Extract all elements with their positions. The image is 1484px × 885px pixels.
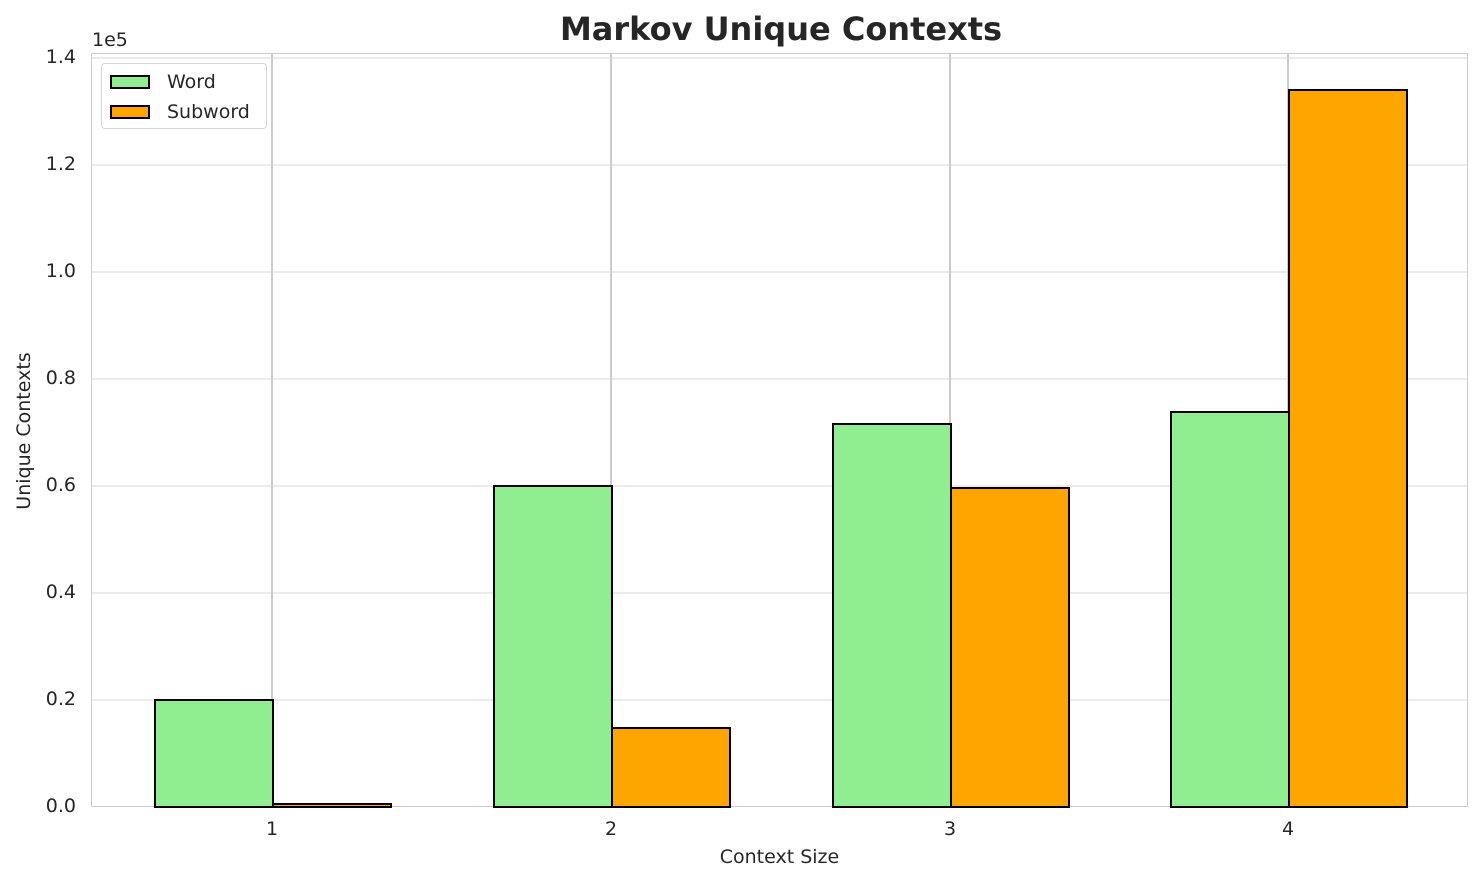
x-tick-label: 3 bbox=[943, 818, 957, 840]
v-gridline bbox=[271, 53, 273, 807]
bar-word-4 bbox=[1170, 411, 1290, 808]
y-tick-label: 0.8 bbox=[45, 367, 76, 389]
h-gridline bbox=[91, 485, 1468, 487]
legend-swatch-word bbox=[110, 75, 150, 89]
legend-swatch-subword bbox=[110, 105, 150, 119]
x-tick-label: 4 bbox=[1281, 818, 1295, 840]
legend-item-subword: Subword bbox=[110, 101, 250, 123]
legend-label-word: Word bbox=[167, 71, 216, 93]
x-axis-label: Context Size bbox=[719, 846, 840, 868]
plot-area bbox=[91, 53, 1468, 807]
h-gridline bbox=[91, 592, 1468, 594]
y-axis-label: Unique Contexts bbox=[13, 352, 35, 510]
h-gridline bbox=[91, 271, 1468, 273]
y-tick-label: 1.0 bbox=[45, 260, 76, 282]
v-gridline bbox=[610, 53, 612, 807]
legend: Word Subword bbox=[101, 63, 267, 129]
bar-subword-4 bbox=[1288, 89, 1408, 808]
bar-subword-3 bbox=[950, 487, 1070, 808]
y-tick-label: 0.4 bbox=[45, 581, 76, 603]
bar-subword-1 bbox=[272, 803, 392, 808]
chart-title: Markov Unique Contexts bbox=[559, 10, 1003, 48]
h-gridline bbox=[91, 378, 1468, 380]
bar-subword-2 bbox=[611, 727, 731, 808]
y-tick-label: 1.2 bbox=[45, 153, 76, 175]
y-axis-offset-label: 1e5 bbox=[92, 29, 128, 51]
bar-word-3 bbox=[832, 422, 952, 808]
legend-label-subword: Subword bbox=[167, 101, 250, 123]
legend-item-word: Word bbox=[110, 71, 216, 93]
h-gridline bbox=[91, 57, 1468, 59]
x-tick-label: 2 bbox=[604, 818, 618, 840]
y-tick-label: 1.4 bbox=[45, 46, 76, 68]
bar-word-1 bbox=[154, 698, 274, 808]
y-tick-label: 0.0 bbox=[45, 795, 76, 817]
y-tick-label: 0.6 bbox=[45, 474, 76, 496]
h-gridline bbox=[91, 164, 1468, 166]
y-tick-label: 0.2 bbox=[45, 688, 76, 710]
h-gridline bbox=[91, 699, 1468, 701]
x-tick-label: 1 bbox=[265, 818, 279, 840]
bar-word-2 bbox=[493, 484, 613, 808]
